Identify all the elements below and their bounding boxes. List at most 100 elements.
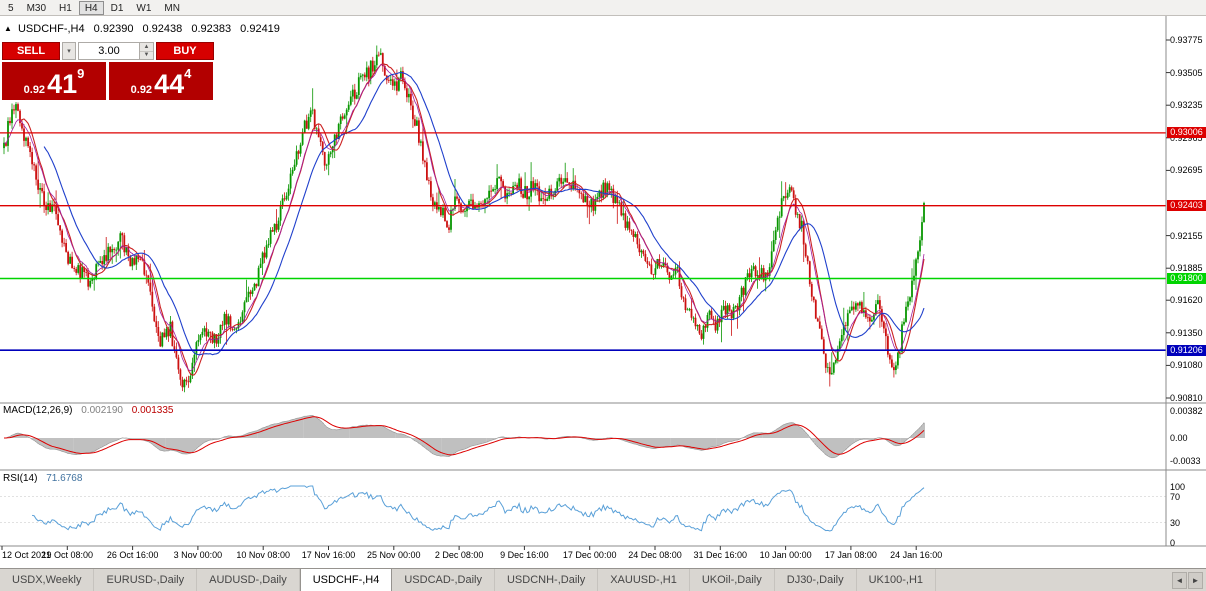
time-axis-label: 10 Nov 08:00: [236, 550, 290, 560]
price-axis-label: 0.92695: [1170, 165, 1203, 176]
rsi-axis-label: 30: [1170, 518, 1181, 528]
volume-up-button[interactable]: ▲: [140, 43, 153, 52]
horizontal-lines-layer[interactable]: [0, 132, 1166, 352]
timeframe-button-mn[interactable]: MN: [164, 2, 180, 14]
price-axis-label: 0.90810: [1170, 393, 1203, 403]
time-axis-label: 25 Nov 00:00: [367, 550, 421, 560]
price-axis-label: 0.93235: [1170, 100, 1203, 111]
timeframe-button-h1[interactable]: H1: [59, 2, 72, 14]
volume-spinner: ▲ ▼: [139, 43, 153, 59]
chart-tab-usdcnh-daily[interactable]: USDCNH-,Daily: [495, 569, 599, 591]
time-axis-label: 2 Dec 08:00: [434, 550, 484, 560]
macd-axis-label: 0.00382: [1170, 406, 1203, 417]
tab-scroll-right-icon[interactable]: ►: [1188, 571, 1203, 589]
rsi-title: RSI(14): [3, 473, 38, 484]
rsi-axis-label: 100: [1170, 481, 1186, 492]
bid-price-box[interactable]: 0.92 41 9: [2, 62, 106, 100]
chart-tab-uk100-h1[interactable]: UK100-,H1: [857, 569, 937, 591]
quote-header: ▲ USDCHF-,H4 0.92390 0.92438 0.92383 0.9…: [4, 23, 286, 35]
chart-tab-usdx-weekly[interactable]: USDX,Weekly: [0, 569, 95, 591]
buy-button[interactable]: BUY: [156, 42, 214, 60]
time-axis-label: 17 Jan 08:00: [824, 550, 877, 560]
price-axis-label: 0.93775: [1170, 35, 1203, 45]
rsi-value: 71.6768: [46, 473, 83, 484]
macd-axis-label: -0.0033: [1170, 456, 1201, 467]
one-click-trading-panel: SELL ▾ ▲ ▼ BUY 0.92 41 9 0.9: [2, 42, 214, 100]
rsi-axis-label: 70: [1170, 492, 1181, 502]
time-axis-label: 31 Dec 16:00: [693, 550, 748, 560]
rsi-header: RSI(14) 71.6768: [3, 473, 88, 484]
price-line-badge: 0.91206: [1167, 344, 1206, 356]
price-line-badge: 0.91800: [1167, 272, 1206, 284]
price-axis-label: 0.91080: [1170, 360, 1203, 371]
ask-price-prefix: 0.92: [130, 84, 153, 96]
price-axis-label: 0.93505: [1170, 67, 1203, 78]
chart-tab-bar: USDX,Weekly EURUSD-,Daily AUDUSD-,Daily USD…: [0, 568, 1206, 591]
price-axis-label: 0.91350: [1170, 327, 1203, 338]
trade-controls-row: SELL ▾ ▲ ▼ BUY: [2, 42, 214, 60]
ask-price-box[interactable]: 0.92 44 4: [109, 62, 213, 100]
rsi-axis-label: 0: [1170, 537, 1176, 548]
time-axis-label: 10 Jan 00:00: [759, 550, 812, 560]
chart-tab-usdcad-daily[interactable]: USDCAD-,Daily: [392, 569, 495, 591]
quote-low: 0.92383: [191, 23, 232, 35]
chart-canvas: [0, 16, 1206, 550]
timeframe-button-d1[interactable]: D1: [110, 2, 124, 14]
moving-averages-layer: [3, 62, 925, 376]
bid-price-main: 41: [47, 69, 78, 99]
bid-price-prefix: 0.92: [23, 84, 46, 96]
symbol-marker-icon: ▲: [4, 24, 12, 33]
chart-region: ▲ USDCHF-,H4 0.92390 0.92438 0.92383 0.9…: [0, 16, 1206, 568]
time-axis-label: 17 Dec 00:00: [562, 550, 617, 560]
volume-down-button[interactable]: ▼: [140, 51, 153, 59]
macd-layer: [3, 415, 925, 459]
trade-prices-row: 0.92 41 9 0.92 44 4: [2, 62, 214, 100]
chart-tab-audusd-daily[interactable]: AUDUSD-,Daily: [197, 569, 300, 591]
quote-high: 0.92438: [142, 23, 183, 35]
macd-main-value: 0.002190: [81, 405, 123, 416]
time-axis-label: 19 Oct 08:00: [41, 550, 94, 560]
tab-scroll-controls: ◄ ►: [1171, 569, 1206, 591]
chart-tab-usdchf-h4[interactable]: USDCHF-,H4: [299, 569, 393, 591]
candles-layer: [3, 45, 925, 393]
time-axis-label: 9 Dec 16:00: [500, 550, 549, 560]
macd-header: MACD(12,26,9) 0.002190 0.001335: [3, 405, 179, 416]
macd-axis-label: 0.00: [1170, 433, 1188, 443]
macd-title: MACD(12,26,9): [3, 405, 73, 416]
ask-price-main: 44: [154, 69, 185, 99]
chart-tab-xauusd-h1[interactable]: XAUUSD-,H1: [598, 569, 690, 591]
price-line-badge: 0.92403: [1167, 200, 1206, 212]
timeframe-button-5[interactable]: 5: [8, 2, 14, 14]
quote-open: 0.92390: [93, 23, 134, 35]
tab-scroll-left-icon[interactable]: ◄: [1172, 571, 1187, 589]
volume-field-wrap: ▲ ▼: [78, 42, 154, 60]
time-axis-label: 26 Oct 16:00: [106, 550, 159, 560]
ask-price-pip: 4: [184, 66, 192, 81]
bid-price-pip: 9: [77, 66, 85, 81]
chart-tab-dj30-daily[interactable]: DJ30-,Daily: [775, 569, 857, 591]
timeframe-toolbar: 5 M30 H1 H4 D1 W1 MN: [0, 0, 1206, 16]
price-axis-label: 0.91620: [1170, 295, 1203, 306]
price-axis-label: 0.91885: [1170, 263, 1203, 274]
sell-button[interactable]: SELL: [2, 42, 60, 60]
time-axis-label: 24 Dec 08:00: [628, 550, 682, 560]
time-axis-label: 3 Nov 00:00: [173, 550, 223, 560]
timeframe-button-h4[interactable]: H4: [78, 0, 104, 15]
timeframe-button-m30[interactable]: M30: [26, 2, 47, 14]
chart-tab-ukoil-daily[interactable]: UKOil-,Daily: [690, 569, 775, 591]
timeframe-button-w1[interactable]: W1: [136, 2, 152, 14]
price-line-badge: 0.93006: [1167, 127, 1206, 139]
chart-tab-eurusd-daily[interactable]: EURUSD-,Daily: [94, 569, 198, 591]
volume-menu-button[interactable]: ▾: [62, 42, 76, 60]
macd-signal-value: 0.001335: [131, 405, 174, 416]
rsi-layer: [0, 485, 1166, 532]
price-axis-label: 0.92155: [1170, 230, 1203, 241]
symbol-timeframe-label: USDCHF-,H4: [17, 23, 85, 35]
quote-close: 0.92419: [240, 23, 280, 35]
time-axis-label: 24 Jan 16:00: [890, 550, 943, 560]
chart-frame: [0, 16, 1206, 550]
volume-input[interactable]: [79, 43, 139, 59]
time-axis-label: 17 Nov 16:00: [301, 550, 356, 560]
time-axis-label: 12 Oct 2021: [2, 550, 52, 560]
